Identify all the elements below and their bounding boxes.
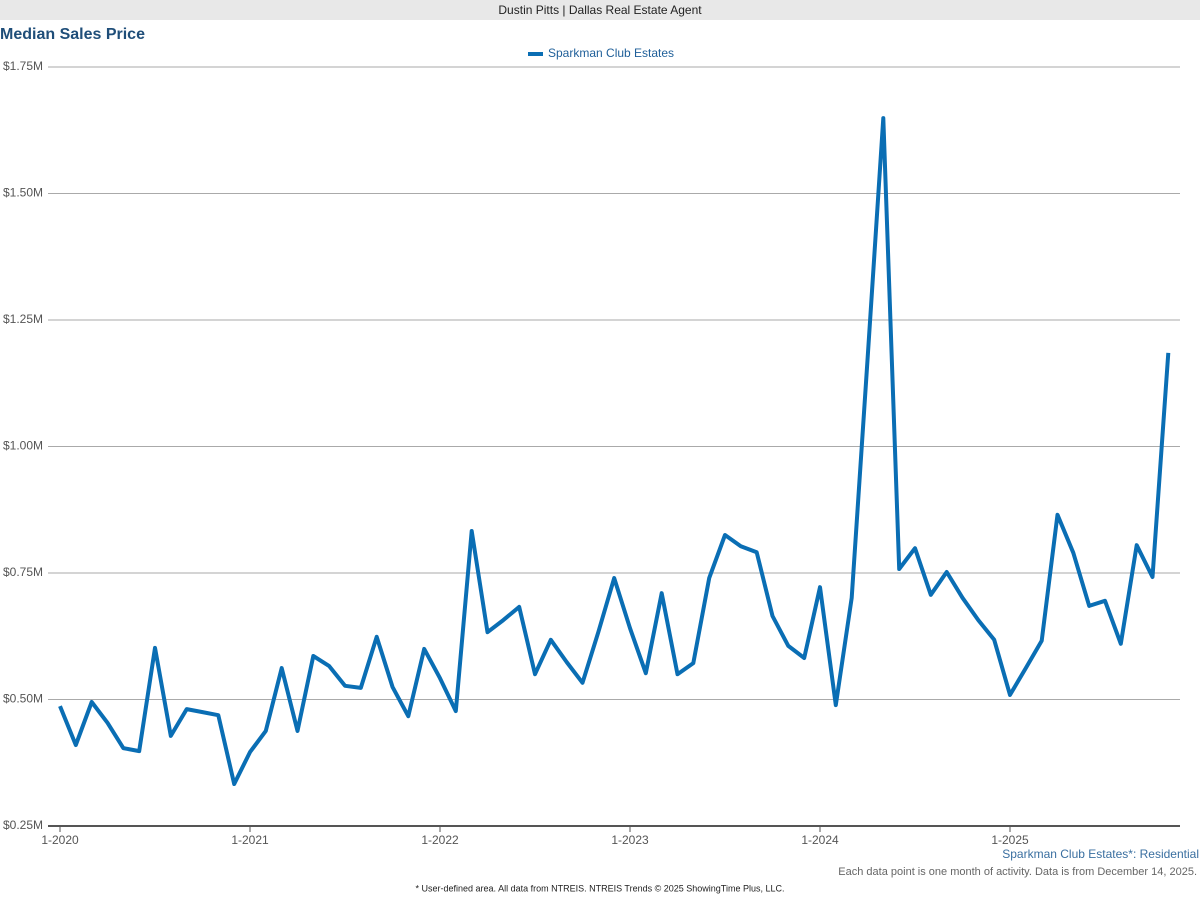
- y-tick-label: $1.25M: [3, 312, 43, 326]
- line: [58, 116, 1171, 786]
- header-bar: [0, 0, 1200, 20]
- y-tick-label: $0.25M: [3, 818, 43, 832]
- footnote: * User-defined area. All data from NTREI…: [416, 883, 785, 893]
- header: Dustin Pitts | Dallas Real Estate Agent: [498, 3, 702, 17]
- x-tick-label: 1-2021: [231, 833, 269, 847]
- annotation: Sparkman Club Estates*: Residential: [1002, 847, 1199, 861]
- y-tick-label: $1.50M: [3, 186, 43, 200]
- legend-label: Sparkman Club Estates: [548, 46, 674, 60]
- x-tick-label: 1-2022: [421, 833, 459, 847]
- y-tick-label: $1.00M: [3, 439, 43, 453]
- chart-title: Median Sales Price: [0, 26, 145, 43]
- x-tick-label: 1-2025: [991, 833, 1029, 847]
- annotation: Each data point is one month of activity…: [838, 866, 1197, 878]
- y-tick-label: $0.75M: [3, 565, 43, 579]
- x-tick-label: 1-2020: [41, 833, 79, 847]
- y-tick-label: $1.75M: [3, 59, 43, 73]
- x-tick-label: 1-2024: [801, 833, 839, 847]
- y-tick-label: $0.50M: [3, 692, 43, 706]
- x-tick-label: 1-2023: [611, 833, 649, 847]
